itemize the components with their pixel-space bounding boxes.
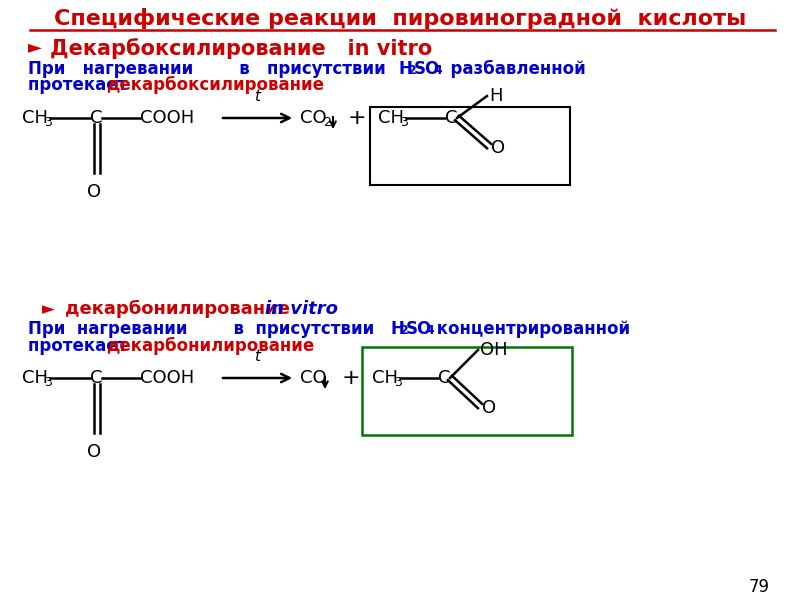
Text: O: O [87,183,101,201]
Text: O: O [482,399,496,417]
Text: C: C [90,369,102,387]
Text: OH: OH [480,341,508,359]
Bar [362,347,572,435]
Text: in vitro: in vitro [265,300,338,318]
Text: SO: SO [406,320,432,338]
Text: O: O [491,139,505,157]
Text: C: C [445,109,458,127]
Text: H: H [489,87,502,105]
Text: декарбоксилирование: декарбоксилирование [106,76,324,94]
Text: 2: 2 [400,324,409,337]
Text: протекает: протекает [28,337,133,355]
Text: CH: CH [22,369,48,387]
Text: COOH: COOH [140,109,194,127]
Text: При  нагревании        в  присутствии: При нагревании в присутствии [28,320,386,338]
Text: CH: CH [372,369,398,387]
Text: COOH: COOH [140,369,194,387]
Text: +: + [342,368,361,388]
Text: CO: CO [300,109,326,127]
Text: протекает: протекает [28,76,133,94]
Text: ►: ► [42,300,54,318]
Text: C: C [438,369,450,387]
Text: 79: 79 [749,578,770,596]
Text: H: H [390,320,404,338]
Text: CH: CH [22,109,48,127]
Text: C: C [90,109,102,127]
Text: +: + [348,108,366,128]
Text: H: H [398,60,412,78]
Text: При   нагревании        в   присутствии: При нагревании в присутствии [28,60,398,78]
Text: 3: 3 [400,116,408,130]
Text: CH: CH [378,109,404,127]
Text: CO: CO [300,369,326,387]
Text: 3: 3 [44,377,52,389]
Text: разбавленной: разбавленной [439,60,586,78]
Text: 3: 3 [44,116,52,130]
Text: O: O [87,443,101,461]
Text: 4: 4 [433,64,442,77]
Text: SO: SO [414,60,440,78]
Text: концентрированной: концентрированной [431,320,630,338]
Text: t: t [254,349,260,364]
Text: декарбонилирование: декарбонилирование [65,300,290,318]
Text: декарбонилирование: декарбонилирование [106,337,314,355]
Text: 2: 2 [408,64,417,77]
Bar [370,107,570,185]
Text: Декарбоксилирование   in vitro: Декарбоксилирование in vitro [50,38,432,59]
Text: Специфические реакции  пировиноградной  кислоты: Специфические реакции пировиноградной ки… [54,8,746,29]
Text: 4: 4 [425,324,434,337]
Text: 3: 3 [394,377,402,389]
Text: ►: ► [28,38,42,56]
Text: 2: 2 [323,116,331,130]
Text: t: t [254,89,260,104]
